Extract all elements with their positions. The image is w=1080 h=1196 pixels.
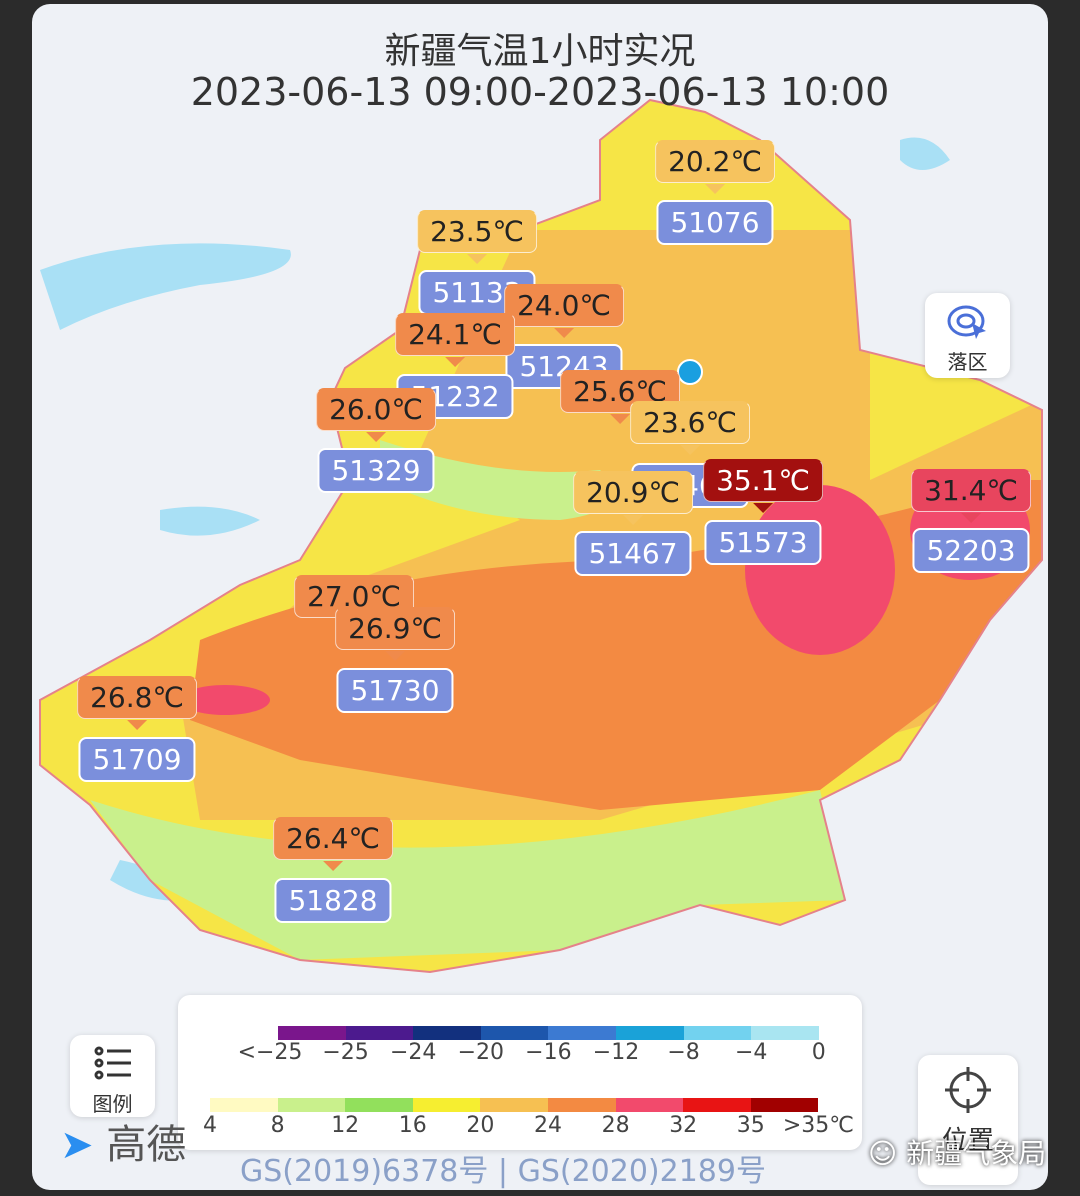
station-temp: 20.2℃ xyxy=(655,140,775,194)
station-id: 51709 xyxy=(78,737,196,782)
watermark-text: 新疆气象局 xyxy=(906,1137,1047,1170)
legend-swatch xyxy=(480,1098,548,1112)
station-id: 51329 xyxy=(317,448,435,493)
legend-label: 16 xyxy=(398,1113,427,1138)
location-label: 位置 xyxy=(941,1126,994,1156)
legend-label: −24 xyxy=(389,1040,437,1065)
area-label: 落区 xyxy=(947,350,988,374)
legend-label: −12 xyxy=(592,1040,640,1065)
legend-label: −25 xyxy=(322,1040,369,1065)
area-button[interactable]: 落区 xyxy=(925,293,1010,378)
legend-label: 12 xyxy=(331,1113,360,1138)
station-id: 51076 xyxy=(656,200,774,245)
legend-panel: <−25 −25 −24 −20 −16 −12 −8 −4 0 4 8 12 16 20 24 28 32 35… xyxy=(178,995,862,1150)
title: 新疆气温1小时实况 xyxy=(384,31,696,72)
station-temp: 26.4℃ xyxy=(273,817,393,871)
station-temp: 31.4℃ xyxy=(911,469,1031,523)
station-id: 51730 xyxy=(336,668,454,713)
station-id: 52203 xyxy=(912,528,1030,573)
station-id: 51828 xyxy=(274,878,392,923)
legend-swatch xyxy=(345,1026,414,1040)
legend-label: 20 xyxy=(466,1113,495,1138)
station-temp: 35.1℃ xyxy=(703,459,823,513)
station-id: 51573 xyxy=(704,520,822,565)
location-icon xyxy=(945,1067,991,1113)
legend-label: 4 xyxy=(203,1113,217,1138)
station-temp: 26.9℃ xyxy=(335,607,455,661)
legend-swatch xyxy=(412,1098,481,1112)
legend-swatch xyxy=(345,1098,413,1112)
current-location xyxy=(677,359,703,385)
legend-button[interactable]: 图例 xyxy=(70,1035,155,1117)
legend-swatch xyxy=(277,1098,346,1112)
station-temp: 23.6℃ xyxy=(630,401,750,455)
station-temp: 26.0℃ xyxy=(316,388,436,442)
station-temp: 26.8℃ xyxy=(77,676,197,730)
legend-swatch xyxy=(615,1098,684,1112)
legend-swatch xyxy=(683,1026,752,1040)
legend-swatch xyxy=(616,1026,684,1040)
legend-label: −16 xyxy=(525,1040,572,1065)
watermark: ☺ 新疆气象局 xyxy=(868,1137,1047,1170)
map-logo: ➤ 高德 xyxy=(60,1122,187,1168)
legend-label: 28 xyxy=(601,1113,630,1138)
station-temp: 20.9℃ xyxy=(573,471,693,525)
legend-label: 24 xyxy=(534,1113,562,1138)
legend-swatch xyxy=(413,1026,481,1040)
legend-label: >35℃ xyxy=(782,1113,854,1138)
legend-label: −8 xyxy=(667,1040,700,1065)
station-temp: 23.5℃ xyxy=(417,210,537,264)
legend-label: 32 xyxy=(669,1113,698,1138)
legend-swatch xyxy=(683,1098,751,1112)
legend-label: 图例 xyxy=(92,1092,133,1116)
legend-label: 0 xyxy=(811,1040,826,1065)
station-id: 51467 xyxy=(574,531,692,576)
legend-swatch xyxy=(480,1026,549,1040)
logo-text: 高德 xyxy=(106,1122,187,1168)
license: GS(2019)6378号 | GS(2020)2189号 xyxy=(240,1154,766,1189)
subtitle: 2023-06-13 09:00-2023-06-13 10:00 xyxy=(190,70,890,114)
legend-label: −20 xyxy=(457,1040,505,1065)
legend-swatch xyxy=(548,1026,616,1040)
legend-label: −4 xyxy=(734,1040,768,1065)
legend-swatch xyxy=(548,1098,616,1112)
legend-label: <−25 xyxy=(237,1040,303,1065)
legend-swatch xyxy=(210,1098,278,1112)
area-icon xyxy=(947,305,986,339)
legend-swatch xyxy=(751,1026,819,1040)
location-button[interactable]: 位置 xyxy=(918,1055,1018,1185)
legend-swatch xyxy=(278,1026,346,1040)
legend-swatch xyxy=(750,1098,819,1112)
station-temp: 24.1℃ xyxy=(395,313,515,367)
legend-label: 8 xyxy=(270,1113,285,1138)
station-temp: 24.0℃ xyxy=(504,284,624,338)
legend-icon xyxy=(94,1046,131,1080)
temperature-field xyxy=(40,100,1042,972)
legend-label: 35 xyxy=(736,1113,765,1138)
